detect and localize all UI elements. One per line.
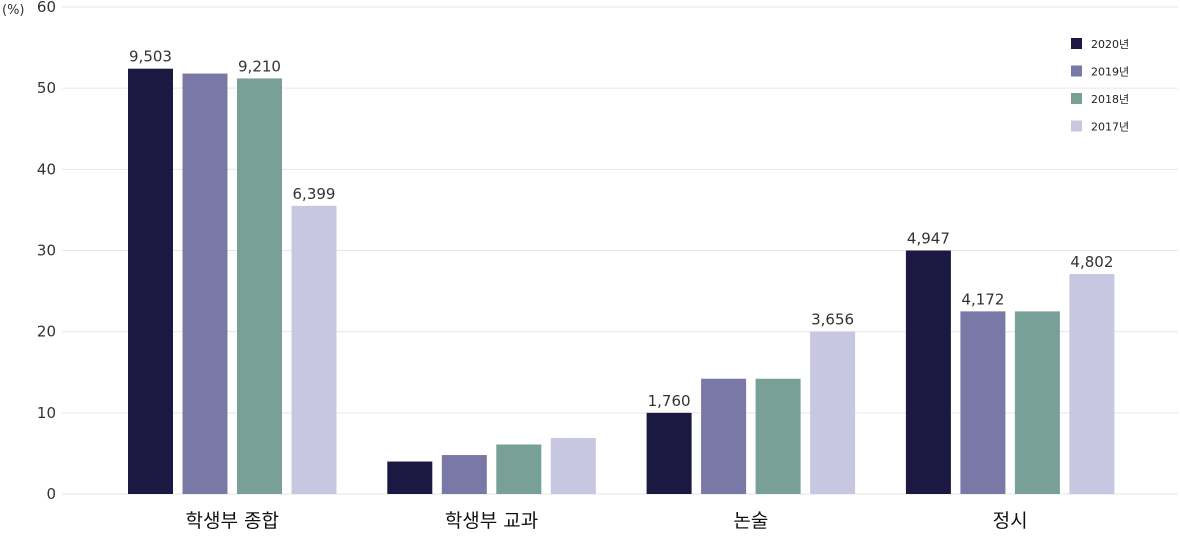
legend-label: 2018년 [1091,93,1129,106]
category-label: 정시 [993,510,1028,532]
bar [291,205,337,494]
legend-swatch [1071,65,1082,77]
y-tick-label: 30 [37,242,56,260]
y-axis-ticks: 0 10 20 30 40 50 60 [37,0,56,503]
y-tick-label: 20 [37,323,56,341]
bar [755,378,801,494]
bar [496,444,542,494]
y-tick-label: 60 [37,0,56,16]
y-tick-label: 10 [37,404,56,422]
data-labels: 9,503 9,210 6,399 1,760 3,656 4,947 4,172 4,802 [129,48,1113,410]
bar [960,311,1006,494]
bar [646,412,692,494]
data-label: 6,399 [293,185,336,203]
legend-label: 2019년 [1091,66,1129,79]
y-tick-label: 50 [37,79,56,97]
y-tick-label: 0 [46,485,56,503]
legend-label: 2020년 [1091,38,1129,51]
bar [441,455,487,494]
bar [701,378,747,494]
legend-swatch [1071,93,1082,104]
legend: 2020년 2019년 2018년 2017년 [1071,38,1129,134]
data-label: 1,760 [648,392,691,410]
bar [1069,274,1115,494]
category-labels: 학생부 종합 학생부 교과 논술 정시 [186,510,1028,532]
data-label: 3,656 [811,311,854,329]
category-label: 논술 [733,510,768,532]
bar [1014,311,1060,494]
legend-swatch [1071,38,1082,49]
data-label: 4,802 [1070,253,1113,271]
data-label: 9,210 [238,57,281,75]
data-label: 9,503 [129,48,172,66]
category-label: 학생부 교과 [445,510,538,532]
bar [550,437,596,494]
bar [810,331,856,494]
bars [128,68,1115,494]
gridlines [62,6,1178,495]
y-tick-label: 40 [37,160,56,178]
legend-swatch [1071,120,1082,132]
bar [905,250,951,494]
bar [128,68,173,494]
bar [387,461,433,494]
y-axis-unit: (%) [2,3,25,18]
data-label: 4,947 [907,230,950,248]
bar [237,78,282,494]
bar [182,73,228,494]
category-label: 학생부 종합 [186,510,279,532]
legend-label: 2017년 [1091,121,1129,134]
data-label: 4,172 [961,290,1004,308]
